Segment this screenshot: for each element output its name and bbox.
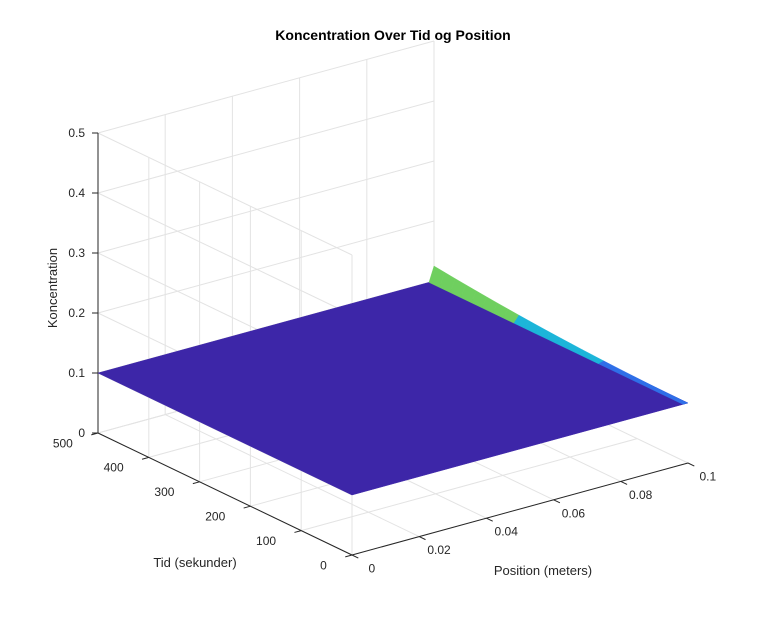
x-tick xyxy=(553,499,561,504)
x-tick-label: 0.08 xyxy=(629,488,653,502)
y-tick xyxy=(192,481,200,485)
x-tick-label: 0.06 xyxy=(562,506,586,520)
y-tick xyxy=(243,505,251,509)
surface xyxy=(97,265,689,496)
z-tick-label: 0.4 xyxy=(68,186,85,200)
axes xyxy=(97,133,689,556)
z-tick-label: 0 xyxy=(78,426,85,440)
x-tick xyxy=(620,480,628,485)
chart-title: Koncentration Over Tid og Position xyxy=(275,27,510,43)
x-axis-line xyxy=(351,462,689,556)
x-tick-label: 0.04 xyxy=(495,525,519,539)
wall-grid-line xyxy=(97,132,353,256)
y-tick-label: 400 xyxy=(104,461,124,475)
x-tick-label: 0 xyxy=(368,562,375,576)
x-tick-label: 0.1 xyxy=(699,470,716,484)
y-tick-label: 100 xyxy=(256,534,276,548)
y-tick-label: 200 xyxy=(205,510,225,524)
x-tick xyxy=(486,517,493,522)
floor-grid-line xyxy=(301,438,638,532)
floor-grid-line xyxy=(164,414,420,538)
y-tick xyxy=(141,456,149,460)
z-tick-label: 0.3 xyxy=(68,246,85,260)
y-axis-line xyxy=(97,432,353,556)
y-tick xyxy=(345,554,353,558)
wall-grid-line xyxy=(97,220,435,314)
wall-grid-line xyxy=(97,40,435,134)
z-tick-label: 0.5 xyxy=(68,126,85,140)
wall-grid-line xyxy=(97,192,353,316)
z-tick-label: 0.1 xyxy=(68,366,85,380)
x-tick xyxy=(418,536,426,541)
y-tick-label: 500 xyxy=(53,436,73,450)
x-tick-label: 0.02 xyxy=(427,543,451,557)
z-tick-label: 0.2 xyxy=(68,306,85,320)
y-axis-label: Tid (sekunder) xyxy=(153,555,236,570)
tick-labels: 0 0.02 0.04 0.06 0.08 0.1 0 100 200 300 400 500 0 0.1… xyxy=(53,126,717,576)
surface-edge-ridge xyxy=(428,265,445,288)
wall-grid-line xyxy=(97,100,435,194)
x-axis-label: Position (meters) xyxy=(494,563,592,578)
wall-grid-line xyxy=(97,160,435,254)
y-tick-label: 0 xyxy=(320,558,327,572)
y-tick-label: 300 xyxy=(154,485,174,499)
x-tick xyxy=(351,554,359,559)
y-tick xyxy=(294,530,302,533)
z-axis-label: Koncentration xyxy=(45,248,60,328)
x-tick xyxy=(687,462,695,467)
